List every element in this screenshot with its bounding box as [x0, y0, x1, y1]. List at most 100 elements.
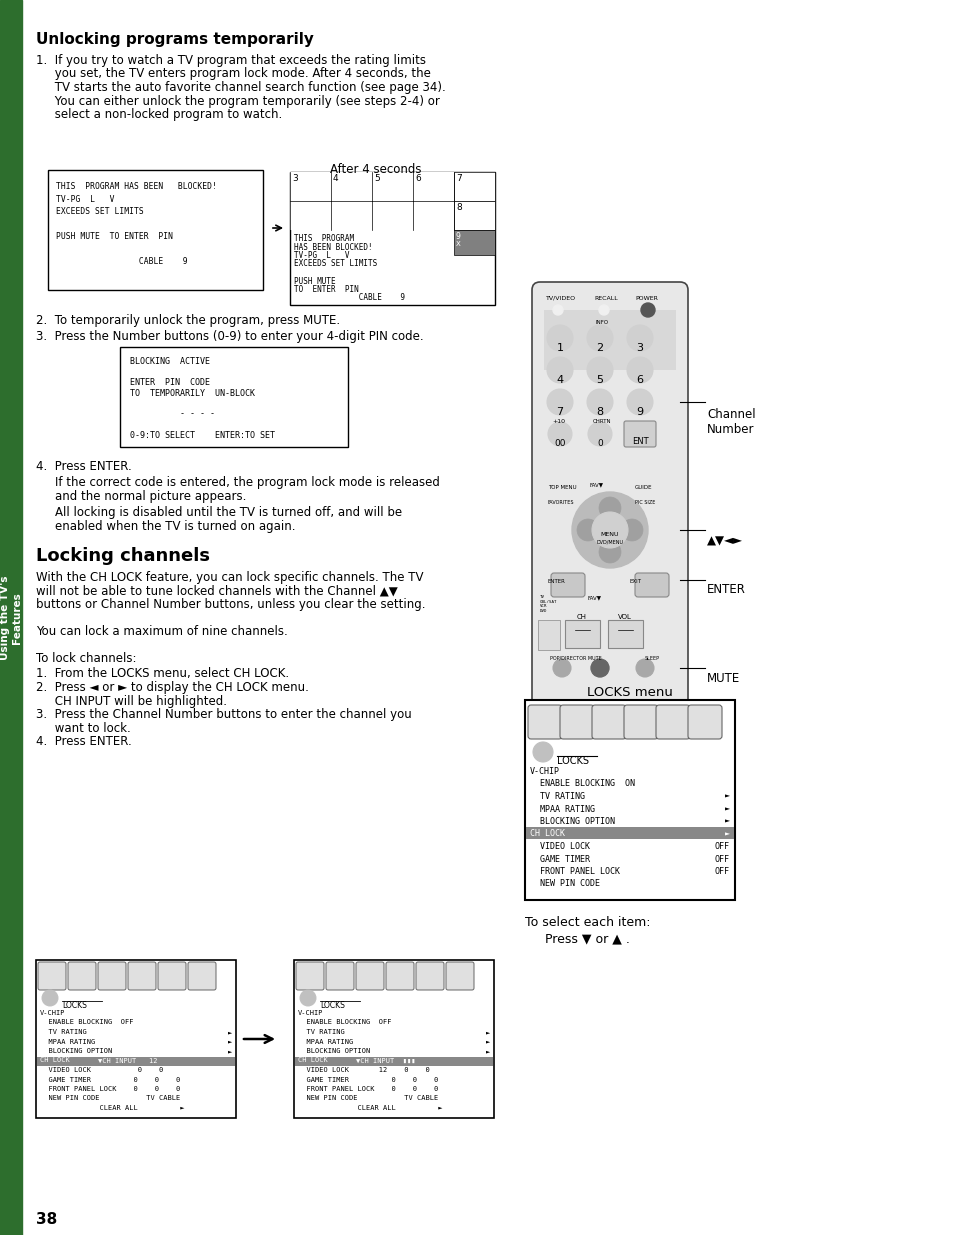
- Text: BLOCKING OPTION: BLOCKING OPTION: [530, 818, 615, 826]
- Text: You can either unlock the program temporarily (see steps 2-4) or: You can either unlock the program tempor…: [36, 95, 439, 107]
- Text: GAME TIMER          0    0    0: GAME TIMER 0 0 0: [297, 1077, 437, 1083]
- Text: ►: ►: [485, 1039, 490, 1045]
- Text: 1: 1: [556, 343, 563, 353]
- Text: 6: 6: [636, 375, 643, 385]
- Text: 0: 0: [597, 438, 602, 448]
- Text: 00: 00: [554, 438, 565, 448]
- FancyBboxPatch shape: [623, 421, 656, 447]
- Text: THIS  PROGRAM: THIS PROGRAM: [294, 233, 354, 243]
- Circle shape: [546, 357, 573, 383]
- Text: ►: ►: [228, 1039, 232, 1045]
- Circle shape: [546, 325, 573, 351]
- Circle shape: [636, 659, 654, 677]
- Text: Press ▼ or ▲ .: Press ▼ or ▲ .: [544, 932, 629, 945]
- Text: 9: 9: [636, 408, 643, 417]
- FancyBboxPatch shape: [355, 962, 384, 990]
- Text: 4: 4: [333, 174, 338, 183]
- Bar: [290, 172, 495, 305]
- Text: INFO: INFO: [596, 320, 608, 325]
- Circle shape: [626, 357, 652, 383]
- Text: 1.  From the LOCKS menu, select CH LOCK.: 1. From the LOCKS menu, select CH LOCK.: [36, 667, 289, 680]
- Text: ►: ►: [724, 804, 729, 814]
- Text: TOP MENU: TOP MENU: [547, 485, 576, 490]
- Text: ENABLE BLOCKING  ON: ENABLE BLOCKING ON: [530, 779, 635, 788]
- Text: BLOCKING OPTION: BLOCKING OPTION: [40, 1049, 112, 1053]
- FancyBboxPatch shape: [386, 962, 414, 990]
- Text: CH LOCK: CH LOCK: [40, 1057, 70, 1063]
- Text: VOL: VOL: [618, 614, 631, 620]
- Text: MENU: MENU: [600, 532, 618, 537]
- Text: Channel
Number: Channel Number: [706, 408, 755, 436]
- Circle shape: [553, 305, 562, 315]
- FancyBboxPatch shape: [295, 962, 324, 990]
- Circle shape: [626, 389, 652, 415]
- Text: To select each item:: To select each item:: [524, 916, 650, 929]
- FancyBboxPatch shape: [98, 962, 126, 990]
- Text: EXCEEDS SET LIMITS: EXCEEDS SET LIMITS: [294, 259, 376, 268]
- FancyBboxPatch shape: [128, 962, 156, 990]
- Text: V-CHIP: V-CHIP: [297, 1010, 323, 1016]
- Text: CH LOCK: CH LOCK: [297, 1057, 328, 1063]
- Text: 6: 6: [415, 174, 420, 183]
- Bar: [290, 172, 495, 230]
- Text: 7: 7: [456, 174, 461, 183]
- Text: LOCKS: LOCKS: [319, 1002, 345, 1010]
- Text: ►: ►: [485, 1029, 490, 1035]
- Text: VIDEO LOCK       12    0    0: VIDEO LOCK 12 0 0: [297, 1067, 429, 1073]
- Text: EXCEEDS SET LIMITS: EXCEEDS SET LIMITS: [56, 207, 144, 216]
- Text: - - - -: - - - -: [130, 410, 214, 419]
- Text: CLEAR ALL          ►: CLEAR ALL ►: [40, 1105, 184, 1112]
- Circle shape: [553, 659, 571, 677]
- Text: After 4 seconds: After 4 seconds: [330, 163, 421, 177]
- Circle shape: [590, 659, 608, 677]
- Text: PUSH MUTE: PUSH MUTE: [294, 277, 335, 285]
- Text: CABLE    9: CABLE 9: [294, 294, 405, 303]
- Text: ►: ►: [724, 792, 729, 802]
- FancyBboxPatch shape: [592, 705, 625, 739]
- Text: OFF: OFF: [714, 842, 729, 851]
- Text: HAS BEEN BLOCKED!: HAS BEEN BLOCKED!: [294, 242, 373, 252]
- Text: 7: 7: [556, 408, 563, 417]
- Text: FRONT PANEL LOCK    0    0    0: FRONT PANEL LOCK 0 0 0: [40, 1086, 180, 1092]
- FancyBboxPatch shape: [623, 705, 658, 739]
- Text: 0-9:TO SELECT    ENTER:TO SET: 0-9:TO SELECT ENTER:TO SET: [130, 431, 274, 440]
- Text: 38: 38: [36, 1212, 57, 1228]
- Circle shape: [299, 990, 315, 1007]
- Text: 9: 9: [456, 232, 460, 241]
- Text: 3.  Press the Channel Number buttons to enter the channel you: 3. Press the Channel Number buttons to e…: [36, 708, 412, 721]
- Text: TV RATING: TV RATING: [40, 1029, 87, 1035]
- Bar: [48, 170, 263, 290]
- Text: 1.  If you try to watch a TV program that exceeds the rating limits: 1. If you try to watch a TV program that…: [36, 54, 426, 67]
- Text: TV
CBL/SAT
VCR
DVD: TV CBL/SAT VCR DVD: [539, 595, 557, 613]
- Text: ENT: ENT: [631, 437, 648, 446]
- Text: You can lock a maximum of nine channels.: You can lock a maximum of nine channels.: [36, 625, 288, 638]
- Text: TO  TEMPORARILY  UN-BLOCK: TO TEMPORARILY UN-BLOCK: [130, 389, 254, 398]
- Text: 3.  Press the Number buttons (0-9) to enter your 4-digit PIN code.: 3. Press the Number buttons (0-9) to ent…: [36, 330, 423, 343]
- Text: GAME TIMER: GAME TIMER: [530, 855, 589, 863]
- Text: MUTE: MUTE: [706, 672, 740, 685]
- FancyBboxPatch shape: [527, 705, 561, 739]
- Text: VIDEO LOCK           0    0: VIDEO LOCK 0 0: [40, 1067, 163, 1073]
- Circle shape: [598, 305, 608, 315]
- Text: TO  ENTER  PIN: TO ENTER PIN: [294, 285, 358, 294]
- Circle shape: [592, 513, 627, 548]
- Text: buttons or Channel Number buttons, unless you clear the setting.: buttons or Channel Number buttons, unles…: [36, 598, 425, 611]
- Text: NEW PIN CODE: NEW PIN CODE: [530, 879, 599, 888]
- Circle shape: [586, 325, 613, 351]
- Text: ►: ►: [485, 1049, 490, 1053]
- Text: CLEAR ALL          ►: CLEAR ALL ►: [297, 1105, 442, 1112]
- Text: ►: ►: [724, 830, 729, 839]
- FancyBboxPatch shape: [551, 573, 584, 597]
- FancyBboxPatch shape: [188, 962, 215, 990]
- Bar: [454, 201, 495, 230]
- Circle shape: [586, 357, 613, 383]
- Circle shape: [42, 990, 58, 1007]
- Text: 8: 8: [596, 408, 603, 417]
- Text: THIS  PROGRAM HAS BEEN   BLOCKED!: THIS PROGRAM HAS BEEN BLOCKED!: [56, 182, 216, 191]
- Text: ▼CH INPUT   12: ▼CH INPUT 12: [98, 1057, 157, 1063]
- Text: EXIT: EXIT: [629, 579, 641, 584]
- Text: 4: 4: [556, 375, 563, 385]
- Text: ►: ►: [228, 1029, 232, 1035]
- FancyBboxPatch shape: [158, 962, 186, 990]
- Text: enabled when the TV is turned on again.: enabled when the TV is turned on again.: [55, 520, 295, 534]
